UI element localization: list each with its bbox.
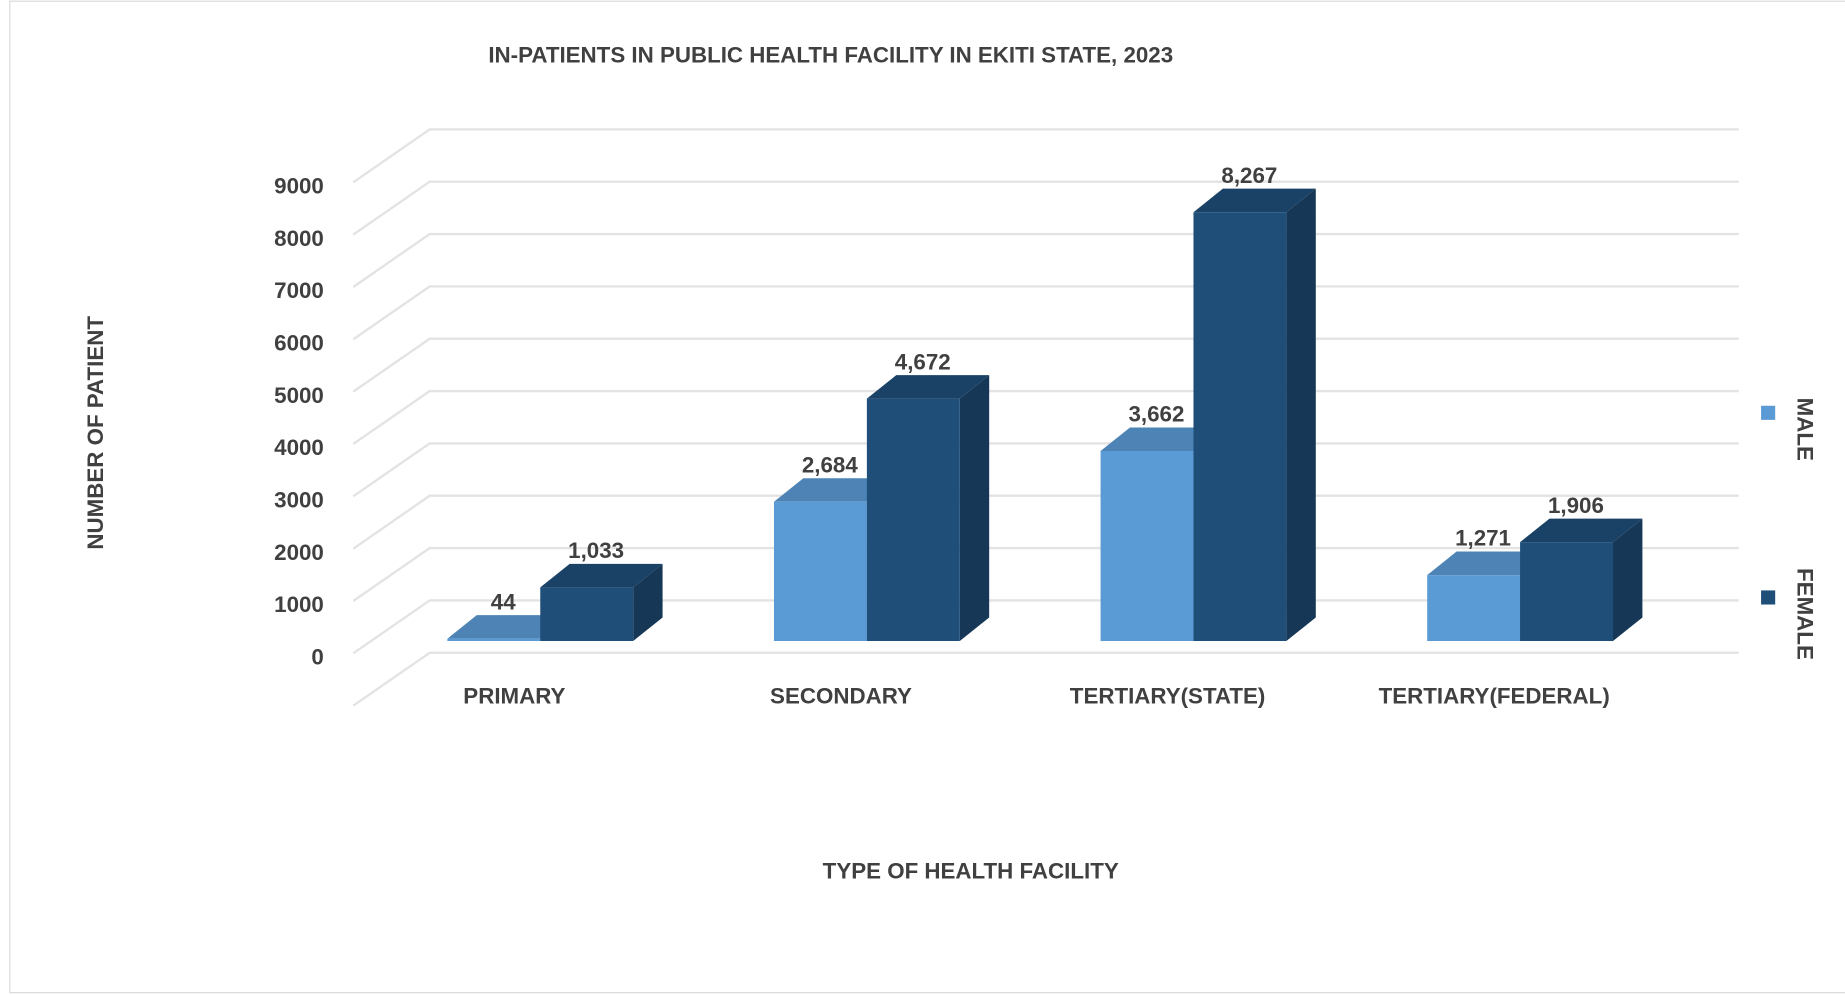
x-tick-label: TERTIARY(FEDERAL): [1379, 683, 1610, 708]
legend-label: FEMALE: [1793, 568, 1818, 660]
x-axis-title: TYPE OF HEALTH FACILITY: [823, 859, 1119, 884]
y-tick-label: 7000: [274, 278, 324, 303]
grid-line: [352, 180, 1739, 236]
bar-side: [633, 563, 663, 641]
data-label: 2,684: [802, 452, 858, 477]
bar-top: [866, 375, 990, 399]
bar-front: [773, 501, 867, 641]
chart-title: IN-PATIENTS IN PUBLIC HEALTH FACILITY IN…: [488, 42, 1173, 67]
x-tick-label: SECONDARY: [770, 683, 912, 708]
bar: [1193, 188, 1316, 641]
bar-front: [866, 398, 960, 641]
bar-top: [1193, 188, 1316, 213]
bar-top: [540, 563, 663, 588]
bar-top: [447, 615, 570, 639]
legend-label: MALE: [1793, 398, 1818, 461]
bar-top: [1100, 427, 1223, 452]
y-axis-title: NUMBER OF PATIENT: [83, 316, 108, 550]
data-label: 1,906: [1548, 493, 1604, 518]
wall-edge: [352, 128, 1739, 184]
bar-top: [773, 478, 897, 502]
bar-side: [1613, 518, 1643, 641]
bar-front: [540, 587, 634, 641]
bar-front: [1427, 575, 1521, 641]
x-tick-label: PRIMARY: [463, 683, 565, 708]
legend-swatch: [1761, 590, 1776, 605]
bar-side: [959, 375, 990, 641]
bar-top: [1520, 518, 1643, 543]
grid-line: [352, 651, 1739, 707]
data-label: 4,672: [895, 349, 951, 374]
bar: [540, 563, 663, 641]
y-tick-label: 5000: [274, 383, 324, 408]
data-label: 3,662: [1128, 402, 1184, 427]
y-tick-label: 8000: [274, 226, 324, 251]
bar-front: [1520, 542, 1614, 641]
data-label: 1,033: [568, 538, 624, 563]
bar-top: [1427, 551, 1550, 576]
y-tick-label: 2000: [274, 540, 324, 565]
y-tick-label: 9000: [274, 173, 324, 198]
bar-front: [1100, 451, 1194, 641]
data-label: 1,271: [1455, 526, 1511, 551]
bar: [866, 375, 990, 641]
y-tick-label: 0: [311, 645, 323, 670]
y-tick-label: 4000: [274, 435, 324, 460]
y-tick-label: 1000: [274, 592, 324, 617]
bar-front: [447, 638, 541, 641]
x-tick-label: TERTIARY(STATE): [1070, 683, 1266, 708]
data-label: 8,267: [1221, 163, 1277, 188]
legend-swatch: [1761, 405, 1776, 420]
bar-front: [1193, 212, 1287, 641]
bar: [1520, 518, 1643, 641]
bar-side: [1286, 188, 1316, 641]
data-label: 44: [491, 589, 516, 614]
y-tick-label: 6000: [274, 331, 324, 356]
y-tick-label: 3000: [274, 488, 324, 513]
